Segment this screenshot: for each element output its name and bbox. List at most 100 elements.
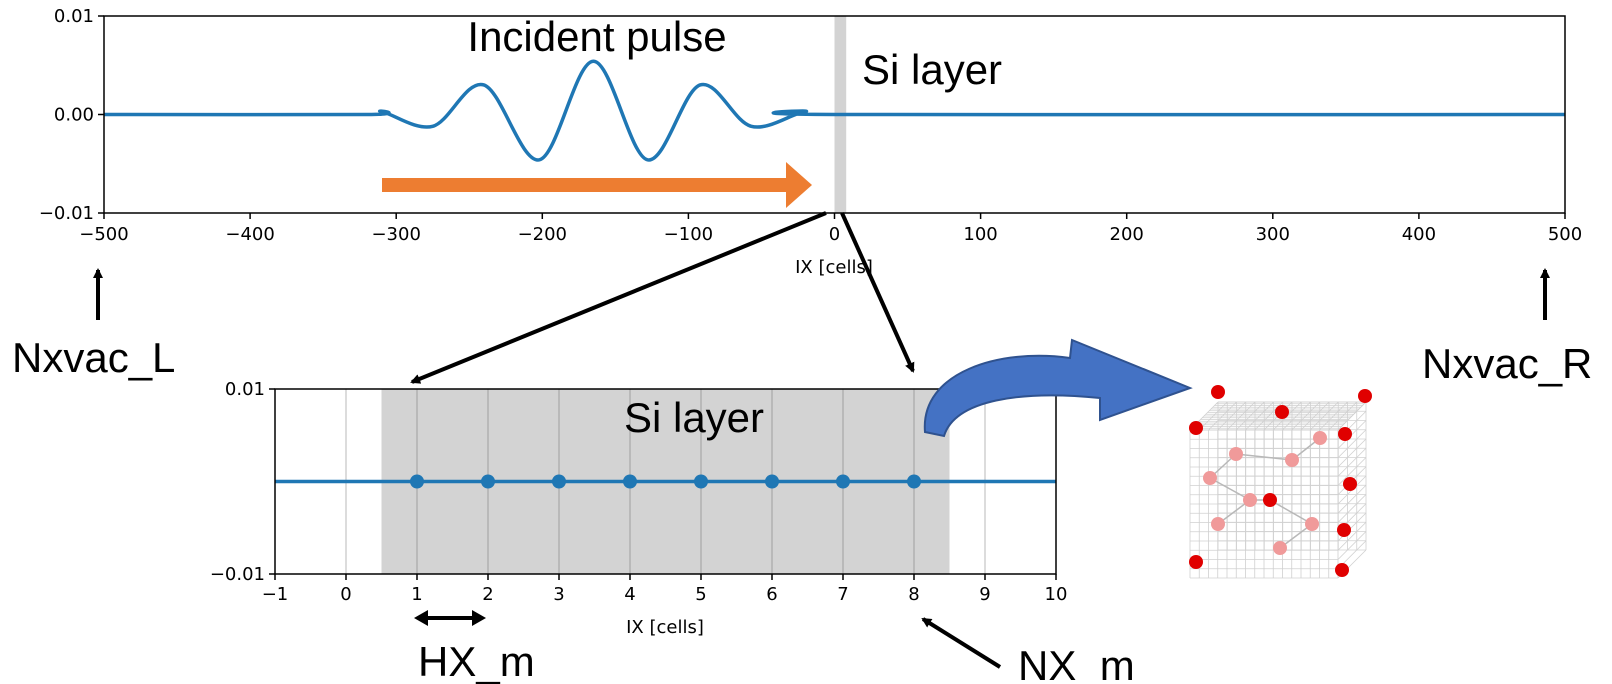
atom-corner (1337, 523, 1351, 537)
count-arrow (921, 617, 1002, 669)
top-x-tick-label: −300 (371, 224, 420, 245)
bottom-x-tick-label: −1 (262, 584, 289, 605)
top-y-tick-label: 0.01 (54, 6, 94, 27)
atom-inner (1305, 517, 1319, 531)
top-x-tick-label: 100 (963, 224, 997, 245)
grid-point (694, 474, 708, 489)
top-si-layer-label: Si layer (862, 46, 1002, 93)
atom-corner (1335, 563, 1349, 577)
bottom-y-tick-label: 0.01 (225, 379, 265, 400)
grid-point (836, 474, 850, 489)
incident-pulse-label: Incident pulse (467, 13, 726, 60)
cube-mesh-line (1337, 457, 1367, 486)
crystal-unit-cell (1189, 385, 1372, 579)
cube-mesh-line (1337, 521, 1367, 551)
cube-mesh-line (1337, 531, 1367, 560)
atom-inner (1203, 471, 1217, 485)
atom-corner (1189, 555, 1203, 569)
top-wave-line (103, 59, 1566, 162)
cube-mesh-line (1337, 484, 1367, 514)
left-boundary-label: Nxvac_L (12, 334, 175, 381)
cube-mesh-line (1337, 401, 1367, 431)
top-x-axis-label: IX [cells] (795, 257, 873, 278)
curved-arrow (923, 338, 1193, 438)
bottom-y-ticks: 0.01 −0.01 (210, 379, 275, 585)
cube-mesh-line (1300, 401, 1330, 431)
crystal-bond (1209, 477, 1251, 501)
bottom-x-tick-label: 0 (340, 584, 351, 605)
zoom-arrow-left (410, 211, 827, 384)
grid-point (410, 474, 424, 489)
crystal-atoms (1189, 385, 1372, 577)
cube-mesh-line (1337, 420, 1367, 449)
cube-mesh-line (1291, 401, 1321, 431)
bottom-y-tick-label: −0.01 (210, 564, 265, 585)
right-boundary-label: Nxvac_R (1422, 340, 1592, 387)
cube-mesh-line (1282, 401, 1311, 431)
grid-point (765, 474, 779, 489)
bottom-panel: −1 0 1 2 3 4 5 6 7 8 9 10 0.01 −0.01 IX [cells] Si l… (210, 379, 1068, 638)
atom-inner (1313, 431, 1327, 445)
atom-corner (1338, 427, 1352, 441)
atom-corner (1275, 405, 1289, 419)
atom-corner (1358, 389, 1372, 403)
top-x-tick-label: −400 (225, 224, 274, 245)
bottom-x-tick-label: 8 (908, 584, 919, 605)
propagation-arrow (382, 162, 812, 208)
cube-mesh (1189, 401, 1367, 579)
bottom-si-layer-label: Si layer (624, 394, 764, 441)
atom-corner (1211, 385, 1225, 399)
top-y-tick-label: −0.01 (39, 203, 94, 224)
bottom-x-tick-label: 10 (1045, 584, 1068, 605)
cube-mesh-line (1337, 494, 1367, 523)
bottom-x-tick-label: 1 (411, 584, 422, 605)
atom-corner (1189, 421, 1203, 435)
count-label: NX_m (1018, 642, 1135, 684)
bottom-x-tick-label: 9 (979, 584, 990, 605)
top-x-tick-label: −100 (664, 224, 713, 245)
bottom-x-tick-label: 5 (695, 584, 706, 605)
atom-inner (1229, 447, 1243, 461)
top-x-tick-label: 400 (1402, 224, 1436, 245)
bottom-grid-points (410, 474, 921, 489)
cube-mesh-line (1309, 401, 1339, 431)
top-x-tick-label: −200 (518, 224, 567, 245)
cube-mesh-line (1337, 438, 1367, 468)
atom-inner (1243, 493, 1257, 507)
grid-point (907, 474, 921, 489)
crystal-bond (1269, 499, 1313, 525)
spacing-double-arrow (414, 610, 486, 626)
cube-mesh-line (1337, 429, 1367, 459)
cube-mesh-line (1319, 401, 1348, 431)
top-x-tick-label: 200 (1110, 224, 1144, 245)
bottom-x-tick-label: 6 (766, 584, 777, 605)
bottom-x-tick-label: 3 (553, 584, 564, 605)
cube-mesh-line (1337, 447, 1367, 477)
bottom-x-tick-label: 7 (837, 584, 848, 605)
top-y-ticks: 0.01 0.00 −0.01 (39, 6, 104, 224)
cube-mesh-line (1328, 401, 1358, 431)
grid-point (481, 474, 495, 489)
grid-point (552, 474, 566, 489)
top-y-tick-label: 0.00 (54, 105, 94, 126)
top-x-tick-label: 300 (1256, 224, 1290, 245)
top-x-ticks: −500 −400 −300 −200 −100 0 100 200 300 400 500 (79, 213, 1582, 245)
bottom-x-ticks: −1 0 1 2 3 4 5 6 7 8 9 10 (262, 574, 1068, 605)
top-x-tick-label: 500 (1548, 224, 1582, 245)
bottom-axes-frame (274, 388, 1057, 575)
crystal-bond (1235, 453, 1293, 461)
bottom-x-tick-label: 2 (482, 584, 493, 605)
bottom-x-axis-label: IX [cells] (626, 617, 704, 638)
atom-inner (1211, 517, 1225, 531)
atom-corner (1263, 493, 1277, 507)
top-x-tick-label: 0 (829, 224, 840, 245)
bottom-x-tick-label: 4 (624, 584, 635, 605)
atom-corner (1343, 477, 1357, 491)
zoom-arrow-right (840, 212, 915, 373)
spacing-label: HX_m (418, 638, 535, 684)
top-panel: −500 −400 −300 −200 −100 0 100 200 300 400 500 0.0… (39, 6, 1582, 278)
atom-inner (1273, 541, 1287, 555)
top-x-tick-label: −500 (79, 224, 128, 245)
atom-inner (1285, 453, 1299, 467)
